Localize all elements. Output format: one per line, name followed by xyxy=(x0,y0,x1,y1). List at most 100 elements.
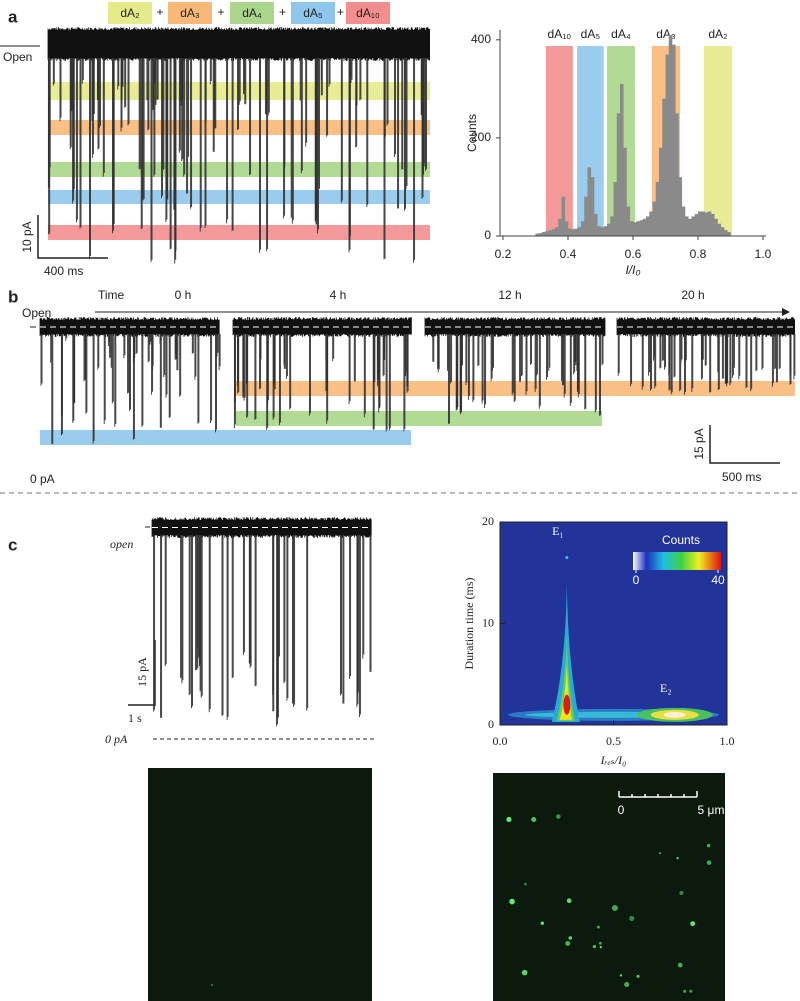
bar xyxy=(724,230,728,236)
bar xyxy=(594,213,598,236)
bar xyxy=(535,233,540,236)
bar xyxy=(623,147,627,236)
bar xyxy=(555,227,559,236)
panel-label: c xyxy=(8,535,17,554)
spot xyxy=(658,852,662,855)
bar xyxy=(551,229,556,236)
time-tick: 0 h xyxy=(175,288,192,302)
level-band xyxy=(48,120,430,135)
bar xyxy=(542,232,546,236)
density-spike xyxy=(556,633,575,721)
spot xyxy=(679,890,684,895)
time-tick: 12 h xyxy=(498,288,521,302)
bar xyxy=(597,226,601,236)
bar xyxy=(691,216,696,236)
legend-label: dA₂ xyxy=(120,6,140,20)
bar xyxy=(668,34,673,237)
legend-label: dA₄ xyxy=(242,6,262,20)
time-tick: 20 h xyxy=(681,288,704,302)
colorbar-tick-label: 0 xyxy=(633,573,640,587)
bar xyxy=(714,218,718,236)
spot xyxy=(531,816,537,823)
micrograph xyxy=(493,773,725,1001)
scale-bar xyxy=(37,215,108,259)
legend-swatch xyxy=(346,2,390,24)
band-label: dA₃ xyxy=(656,27,676,41)
band-label: dA₅ xyxy=(581,27,601,41)
bar xyxy=(603,226,608,236)
bar xyxy=(558,218,562,236)
scale-current: 15 pA xyxy=(135,657,149,687)
bar xyxy=(639,220,644,236)
scale-bar xyxy=(709,425,780,464)
event-spikes xyxy=(47,58,427,264)
bar xyxy=(720,227,725,236)
scale-current: 15 pA xyxy=(692,428,706,459)
band-label: dA₂ xyxy=(708,27,728,41)
bar xyxy=(545,231,549,236)
bar xyxy=(568,228,572,236)
spot xyxy=(689,989,693,993)
spot xyxy=(596,925,600,929)
bar xyxy=(629,221,634,236)
noise-band xyxy=(47,27,430,61)
spot xyxy=(211,984,213,986)
zero-label: 0 pA xyxy=(30,472,55,486)
spot xyxy=(540,921,544,925)
bar xyxy=(727,232,731,236)
bar xyxy=(659,147,663,236)
scale-end: 5 μm xyxy=(698,803,725,817)
spot xyxy=(566,898,572,904)
x-axis-label: Iᵣₑₛ/I₀ xyxy=(600,753,627,767)
bar xyxy=(571,229,575,236)
zero-label: 0 pA xyxy=(105,732,128,746)
y-tick-label: 0 xyxy=(488,717,494,731)
spot xyxy=(599,946,602,949)
legend-separator: + xyxy=(279,5,286,19)
density-peak xyxy=(663,711,686,718)
spot xyxy=(611,905,618,911)
spot xyxy=(521,969,528,976)
bar xyxy=(701,211,705,236)
spot xyxy=(676,856,679,860)
bar xyxy=(675,113,679,236)
bar xyxy=(672,44,676,236)
x-tick-label: 1.0 xyxy=(755,247,772,261)
open-label: Open xyxy=(22,306,51,320)
scale-time: 1 s xyxy=(128,711,142,725)
spot xyxy=(509,898,515,905)
time-label: Time xyxy=(98,288,125,302)
legend-separator: + xyxy=(156,5,163,19)
bar xyxy=(610,216,614,236)
time-tick: 4 h xyxy=(330,288,347,302)
level-band xyxy=(48,190,430,204)
bar xyxy=(613,182,618,236)
bar xyxy=(607,223,611,236)
y-tick-label: 20 xyxy=(482,514,494,528)
x-tick-label: 0.5 xyxy=(606,734,621,748)
bar xyxy=(642,218,647,236)
bar xyxy=(587,167,592,236)
bar xyxy=(698,211,702,236)
level-band xyxy=(48,162,430,177)
spot xyxy=(706,843,711,848)
x-axis-label: I/I₀ xyxy=(625,263,640,277)
bar xyxy=(561,196,566,236)
legend-separator: + xyxy=(217,5,224,19)
scale-time: 400 ms xyxy=(44,264,83,278)
bar xyxy=(574,228,579,236)
bar xyxy=(626,206,631,236)
legend-swatch xyxy=(230,2,274,24)
colorbar-tick-label: 40 xyxy=(711,573,725,587)
scale-start: 0 xyxy=(618,803,625,817)
bar xyxy=(711,213,715,236)
spot xyxy=(624,981,630,988)
bar xyxy=(584,196,588,236)
spot xyxy=(690,921,696,927)
colorbar-title: Counts xyxy=(662,533,700,547)
bar xyxy=(665,54,670,237)
bar xyxy=(685,216,689,236)
y-tick-label: 10 xyxy=(482,615,494,629)
legend-swatch xyxy=(108,2,152,24)
micrograph xyxy=(148,768,372,1001)
